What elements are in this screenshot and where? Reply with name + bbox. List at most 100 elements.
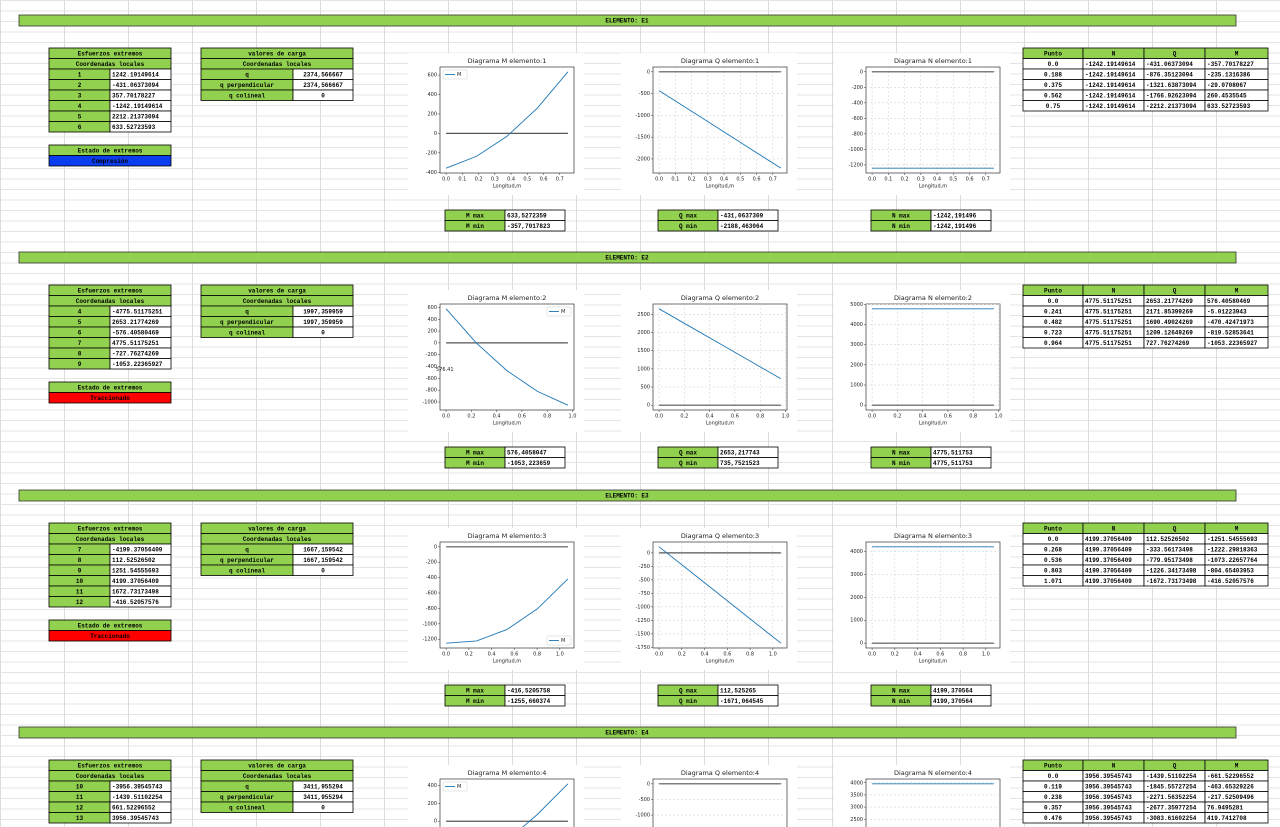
esfuerzo-value: 1251.54555693 (112, 567, 159, 574)
puntos-value: 4775.51175251 (1085, 319, 1132, 326)
puntos-header: N (1112, 762, 1116, 769)
extreme-value-cell (930, 457, 992, 469)
x-tick-label: 0.0 (655, 414, 663, 420)
plot-area (439, 303, 575, 411)
puntos-value: 0.375 (1044, 82, 1062, 89)
diagram-line (445, 71, 569, 169)
y-tick-label: 0 (434, 340, 437, 346)
puntos-value: 0.0 (1048, 298, 1059, 305)
esfuerzo-value: 2212.21373094 (112, 113, 159, 120)
section-title: ELEMENTO: E4 (605, 730, 649, 737)
esfuerzo-index: 4 (78, 308, 82, 315)
esfuerzo-value: 3956.39545743 (112, 815, 159, 822)
y-tick-label: -200 (852, 85, 863, 91)
puntos-value: 4199.37056409 (1085, 557, 1132, 564)
puntos-value: 0.241 (1044, 308, 1062, 315)
puntos-value: 0.964 (1044, 340, 1062, 347)
esfuerzo-index: 11 (76, 794, 84, 801)
x-tick-label: 0.4 (706, 414, 714, 420)
esfuerzo-value: -1439.51102254 (112, 794, 163, 801)
esfuerzos-subtitle: Coordenadas locales (76, 61, 145, 68)
y-tick-label: 600 (427, 305, 437, 311)
esfuerzos-subtitle: Coordenadas locales (76, 536, 145, 543)
plot-area (865, 778, 1001, 827)
x-tick-label: 0.7 (769, 177, 777, 183)
esfuerzos-subtitle: Coordenadas locales (76, 298, 145, 305)
extreme-label: N min (892, 460, 910, 467)
extreme-value-cell (930, 220, 992, 232)
y-tick-label: 5000 (850, 302, 863, 308)
x-tick-label: 0.0 (442, 414, 450, 420)
puntos-value: 76.9495281 (1207, 804, 1243, 811)
chart-title: Diagrama N elemento:3 (894, 532, 972, 540)
carga-value: 1997,359959 (303, 319, 343, 326)
cargas-title: valores de carga (248, 50, 306, 57)
chart-title: Diagrama M elemento:1 (468, 57, 547, 65)
x-tick-label: 0.8 (533, 652, 541, 658)
puntos-value: 3956.39545743 (1085, 794, 1132, 801)
puntos-value: -1053.22365927 (1207, 340, 1258, 347)
esfuerzo-value: -4775.51175251 (112, 308, 163, 315)
extreme-value: 112,525265 (720, 687, 756, 694)
puntos-value: 0.803 (1044, 567, 1062, 574)
legend-label: M (457, 72, 461, 78)
puntos-value: -1242.19149614 (1085, 71, 1136, 78)
chart-title: Diagrama M elemento:3 (468, 532, 547, 540)
extreme-value: -1242,191496 (933, 212, 977, 219)
y-tick-label: 0 (647, 550, 650, 556)
diagram-line (445, 308, 569, 406)
esfuerzo-index: 5 (78, 319, 82, 326)
x-tick-label: 0.8 (959, 652, 967, 658)
puntos-header: M (1235, 287, 1239, 294)
x-tick-label: 0.0 (868, 414, 876, 420)
y-tick-label: 3000 (850, 805, 863, 811)
y-tick-label: 0 (434, 131, 437, 137)
cargas-title: valores de carga (248, 287, 306, 294)
puntos-header: N (1112, 525, 1116, 532)
x-tick-label: 0.2 (467, 414, 475, 420)
x-tick-label: 0.4 (933, 177, 941, 183)
x-tick-label: 0.1 (884, 177, 892, 183)
puntos-header: Punto (1044, 287, 1062, 294)
x-tick-label: 0.4 (493, 414, 501, 420)
puntos-value: -416.52057576 (1207, 578, 1254, 585)
x-tick-label: 1.0 (568, 414, 576, 420)
x-axis-label: Longitud,m (493, 421, 521, 427)
esfuerzo-value-cell (109, 358, 172, 370)
y-tick-label: 500 (640, 385, 650, 391)
carga-value: 0 (321, 329, 325, 336)
x-tick-label: 0.6 (731, 414, 739, 420)
y-tick-label: -1000 (635, 113, 650, 119)
esfuerzo-value: -416.52057576 (112, 599, 159, 606)
puntos-value: -1766.92623094 (1146, 92, 1197, 99)
extreme-value: 2653,217743 (720, 449, 760, 456)
esfuerzo-index: 4 (78, 103, 82, 110)
esfuerzo-value: 2653.21774269 (112, 319, 159, 326)
y-tick-label: 4000 (850, 780, 863, 786)
y-tick-label: -200 (426, 352, 437, 358)
puntos-value: 4199.37056409 (1085, 578, 1132, 585)
puntos-value: 0.268 (1044, 546, 1062, 553)
extreme-label: N max (892, 449, 910, 456)
chart-title: Diagrama Q elemento:1 (681, 57, 759, 65)
section-title: ELEMENTO: E3 (605, 493, 649, 500)
x-axis-label: Longitud,m (706, 184, 734, 190)
puntos-value: 4775.51175251 (1085, 340, 1132, 347)
x-axis-label: Longitud,m (493, 659, 521, 665)
estado-value-cell (48, 155, 172, 167)
x-tick-label: 0.6 (966, 177, 974, 183)
puntos-value: -463.65329226 (1207, 783, 1254, 790)
extreme-value-cell (930, 695, 992, 707)
y-tick-label: 1000 (637, 366, 650, 372)
carga-value: 3411,955294 (303, 794, 343, 801)
x-tick-label: 0.4 (701, 652, 709, 658)
y-tick-label: 0 (860, 641, 863, 647)
x-tick-label: 0.2 (475, 177, 483, 183)
puntos-value: 0.0 (1048, 61, 1059, 68)
extreme-value: -1671,064545 (720, 698, 764, 705)
chart-title: Diagrama Q elemento:2 (681, 294, 759, 302)
x-tick-label: 0.6 (944, 414, 952, 420)
extreme-value: -416,5205758 (507, 687, 551, 694)
